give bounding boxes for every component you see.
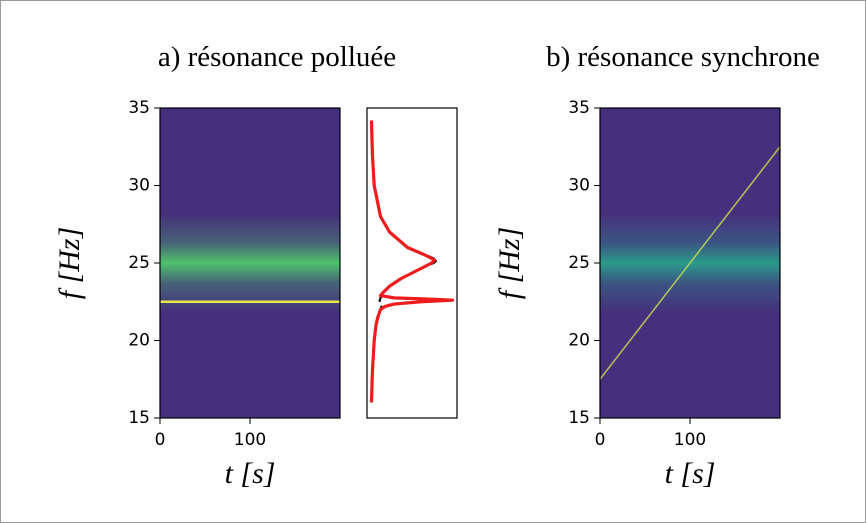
y-tick-label: 20: [568, 331, 590, 351]
x-tick-label: 100: [234, 430, 266, 450]
x-tick-label: 0: [155, 430, 166, 450]
y-tick-label: 20: [128, 331, 150, 351]
y-axis-label: f [Hz]: [493, 227, 526, 300]
y-tick-label: 25: [128, 253, 150, 273]
y-tick-label: 15: [568, 408, 590, 428]
x-tick-label: 100: [674, 430, 706, 450]
x-axis-label: t [s]: [665, 457, 716, 490]
y-tick-label: 35: [128, 98, 150, 118]
y-tick-label: 15: [128, 408, 150, 428]
inset-frame: [366, 107, 458, 419]
panel-title: a) résonance polluée: [158, 41, 396, 73]
x-tick-label: 0: [595, 430, 606, 450]
spectrum-line: [369, 120, 455, 403]
y-tick-label: 30: [128, 176, 150, 196]
y-tick-label: 25: [568, 253, 590, 273]
panel-title: b) résonance synchrone: [546, 41, 820, 73]
y-axis-label: f [Hz]: [53, 227, 86, 300]
y-tick-label: 35: [568, 98, 590, 118]
x-axis-label: t [s]: [225, 457, 276, 490]
chirp-line: [599, 146, 781, 380]
y-tick-label: 30: [568, 176, 590, 196]
resonance-band: [160, 213, 340, 313]
